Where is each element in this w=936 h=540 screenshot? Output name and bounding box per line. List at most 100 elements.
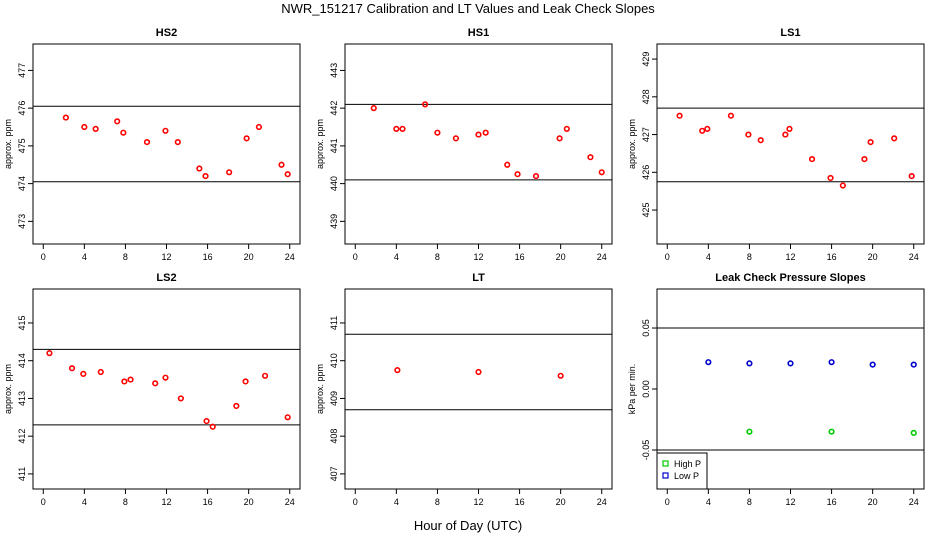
x-tick-label: 12: [161, 252, 171, 262]
panel-title: LS1: [780, 27, 800, 39]
data-point: [62, 114, 69, 121]
y-axis-label: approx. ppm: [315, 119, 325, 169]
data-point: [587, 154, 594, 161]
x-tick-label: 8: [435, 252, 440, 262]
data-point: [556, 135, 563, 142]
y-tick-label: 411: [17, 467, 27, 481]
data-point: [162, 127, 169, 134]
panel-ls1: LS1 0 4 8 12 16 20 24 425 426 427 428 429 approx. ppm: [627, 27, 925, 262]
plot-frame: [656, 43, 925, 245]
panel-title: LS2: [156, 272, 176, 284]
data-point: [394, 367, 401, 374]
data-point: [80, 370, 87, 378]
y-tick-label: 413: [17, 391, 27, 406]
x-tick-label: 24: [285, 497, 295, 507]
data-point: [808, 155, 816, 163]
legend: High P Low P: [656, 452, 708, 490]
data-point: [399, 125, 406, 133]
panel-title: HS1: [468, 27, 489, 39]
x-tick-label: 12: [473, 497, 483, 507]
y-tick-label: 409: [329, 391, 339, 406]
data-point: [196, 165, 203, 172]
data-point: [891, 135, 898, 142]
legend-box: [656, 452, 708, 490]
x-tick-label: 4: [82, 497, 87, 507]
data-point: [226, 169, 233, 176]
data-point: [828, 428, 835, 435]
x-tick-label: 24: [285, 252, 295, 262]
data-point: [861, 155, 868, 163]
legend-marker: [662, 472, 669, 479]
y-axis-label: approx. ppm: [3, 119, 13, 169]
x-tick-label: 8: [123, 497, 128, 507]
x-tick-label: 0: [665, 252, 670, 262]
data-point: [475, 131, 482, 138]
data-point: [839, 182, 846, 189]
data-point: [563, 125, 570, 133]
data-point: [598, 169, 605, 176]
x-tick-label: 0: [41, 497, 46, 507]
data-point: [504, 161, 511, 168]
data-point: [202, 172, 209, 180]
data-point: [704, 125, 711, 133]
x-tick-label: 4: [82, 252, 87, 262]
y-tick-label: 429: [641, 52, 651, 67]
y-tick-label: 407: [329, 466, 339, 481]
data-point: [255, 123, 263, 131]
x-tick-label: 8: [435, 497, 440, 507]
data-point: [869, 361, 876, 368]
data-point: [120, 129, 127, 136]
data-point: [278, 161, 285, 168]
y-tick-label: 442: [329, 101, 339, 116]
panel-title: LT: [472, 272, 485, 284]
y-tick-label: -0.05: [641, 440, 651, 461]
legend-label: High P: [674, 459, 701, 469]
data-point: [127, 376, 134, 383]
x-tick-label: 16: [203, 497, 213, 507]
y-tick-label: 410: [329, 353, 339, 368]
x-tick-label: 24: [597, 252, 607, 262]
data-point: [727, 112, 735, 119]
x-tick-label: 12: [785, 497, 795, 507]
x-tick-label: 12: [473, 252, 483, 262]
y-tick-label: 411: [329, 316, 339, 330]
x-tick-label: 4: [394, 497, 399, 507]
data-point: [676, 112, 683, 119]
y-tick-label: 425: [641, 203, 651, 218]
x-tick-label: 8: [747, 497, 752, 507]
series-low-p: [705, 359, 917, 368]
x-tick-label: 24: [597, 497, 607, 507]
y-tick-label: 473: [17, 214, 27, 229]
series-high-p: [746, 428, 917, 437]
x-tick-label: 24: [909, 497, 919, 507]
series-points: [370, 101, 605, 180]
data-point: [393, 125, 400, 133]
x-tick-label: 20: [244, 497, 254, 507]
data-point: [68, 365, 76, 372]
x-tick-label: 12: [785, 252, 795, 262]
data-point: [828, 359, 835, 366]
data-point: [46, 350, 53, 357]
plot-frame: [32, 288, 301, 490]
data-point: [699, 127, 706, 134]
x-tick-label: 16: [827, 497, 837, 507]
x-tick-label: 16: [827, 252, 837, 262]
y-tick-label: 440: [329, 176, 339, 191]
panel-hs2: HS2 0 4 8 12 16 20 24 473 474 475 476 477 approx. ppm: [3, 27, 301, 262]
data-point: [514, 171, 521, 178]
data-point: [162, 374, 169, 381]
y-tick-label: 428: [641, 89, 651, 104]
data-point: [482, 129, 489, 136]
data-point: [532, 172, 540, 180]
y-tick-label: 441: [329, 138, 339, 153]
x-tick-label: 20: [556, 497, 566, 507]
y-tick-label: 412: [17, 429, 27, 444]
x-tick-label: 0: [665, 497, 670, 507]
data-point: [745, 131, 752, 138]
x-tick-label: 0: [353, 252, 358, 262]
data-point: [284, 414, 291, 421]
x-tick-label: 20: [868, 497, 878, 507]
data-point: [152, 380, 159, 387]
data-point: [557, 372, 564, 379]
